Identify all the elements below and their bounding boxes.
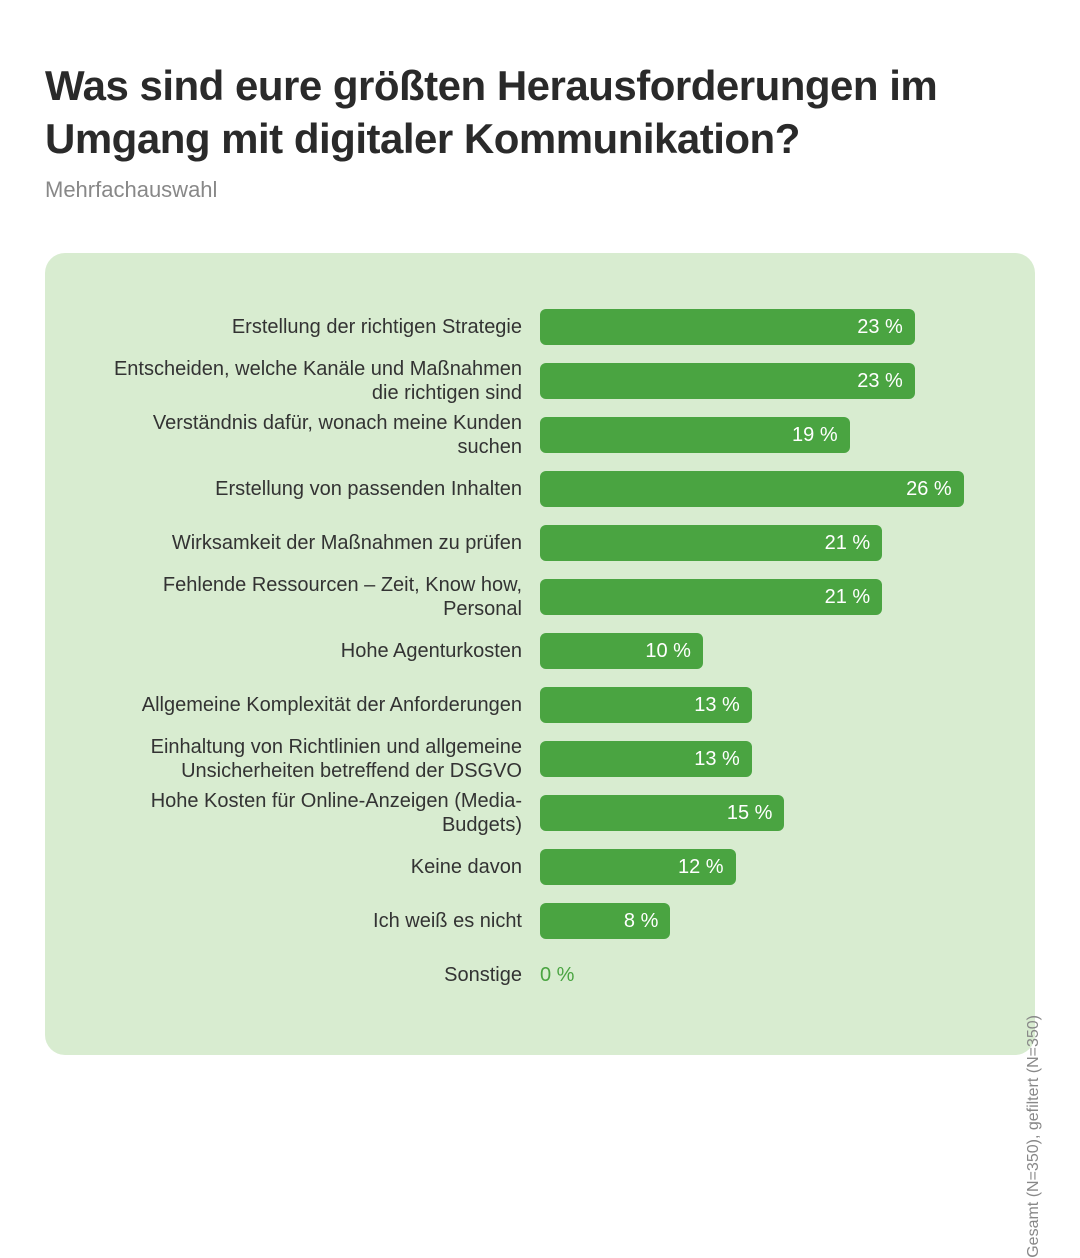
bar-value: 15 % [727, 802, 785, 825]
bar-value: 21 % [825, 586, 883, 609]
bar-area: 21 % [540, 579, 985, 615]
bar-label: Sonstige [85, 963, 540, 987]
bar-area: 19 % [540, 417, 985, 453]
bar: 13 % [540, 687, 752, 723]
bar: 26 % [540, 471, 964, 507]
bar-label: Keine davon [85, 855, 540, 879]
bar-label: Erstellung der richtigen Strategie [85, 315, 540, 339]
bar-value: 21 % [825, 532, 883, 555]
chart-subtitle: Mehrfachauswahl [45, 177, 1035, 203]
bar-row: Hohe Agenturkosten 10 % [85, 627, 985, 675]
bar-value: 8 % [624, 910, 670, 933]
bar-value: 12 % [678, 856, 736, 879]
bar-value: 26 % [906, 478, 964, 501]
chart-panel: Erstellung der richtigen Strategie 23 % En… [45, 253, 1035, 1055]
bar-value: 23 % [857, 316, 915, 339]
bar: 8 % [540, 903, 670, 939]
bar-row: Entscheiden, welche Kanäle und Maßnahmen… [85, 357, 985, 405]
bar-area: 15 % [540, 795, 985, 831]
bar-label: Hohe Kosten für Online-Anzeigen (Media-B… [85, 789, 540, 837]
bar: 10 % [540, 633, 703, 669]
bar-area: 21 % [540, 525, 985, 561]
bar-row: Allgemeine Komplexität der Anforderungen… [85, 681, 985, 729]
bar-value: 0 % [540, 964, 574, 987]
bar: 12 % [540, 849, 736, 885]
bar-area: 13 % [540, 741, 985, 777]
bar-row: Erstellung der richtigen Strategie 23 % [85, 303, 985, 351]
bar-row: Einhaltung von Richtlinien und allgemein… [85, 735, 985, 783]
bar-area: 0 % [540, 957, 985, 993]
bar: 13 % [540, 741, 752, 777]
bar-label: Erstellung von passenden Inhalten [85, 477, 540, 501]
bar-area: 13 % [540, 687, 985, 723]
bar: 15 % [540, 795, 784, 831]
bar-area: 23 % [540, 309, 985, 345]
chart-title: Was sind eure größten Herausforderungen … [45, 60, 1035, 165]
bar-row: Wirksamkeit der Maßnahmen zu prüfen 21 % [85, 519, 985, 567]
bar-row: Keine davon 12 % [85, 843, 985, 891]
bar-label: Ich weiß es nicht [85, 909, 540, 933]
bar-label: Entscheiden, welche Kanäle und Maßnahmen… [85, 357, 540, 405]
bar: 23 % [540, 363, 915, 399]
bar-value: 23 % [857, 370, 915, 393]
bar-area: 26 % [540, 471, 985, 507]
bar: 19 % [540, 417, 850, 453]
bar-row: Ich weiß es nicht 8 % [85, 897, 985, 945]
bar-row: Hohe Kosten für Online-Anzeigen (Media-B… [85, 789, 985, 837]
bar-area: 23 % [540, 363, 985, 399]
bar-row: Sonstige0 % [85, 951, 985, 999]
bar: 21 % [540, 579, 882, 615]
sample-size-note: Gesamt (N=350), gefiltert (N=350) [1025, 1015, 1043, 1258]
bar-label: Einhaltung von Richtlinien und allgemein… [85, 735, 540, 783]
bar-area: 8 % [540, 903, 985, 939]
bar-value: 13 % [694, 748, 752, 771]
bar-area: 12 % [540, 849, 985, 885]
bar-value: 19 % [792, 424, 850, 447]
bar-value: 13 % [694, 694, 752, 717]
bar-label: Hohe Agenturkosten [85, 639, 540, 663]
bar-label: Fehlende Ressourcen – Zeit, Know how, Pe… [85, 573, 540, 621]
chart-wrapper: Erstellung der richtigen Strategie 23 % En… [45, 253, 1035, 1055]
bar-row: Erstellung von passenden Inhalten 26 % [85, 465, 985, 513]
bar-area: 10 % [540, 633, 985, 669]
bar-value: 10 % [645, 640, 703, 663]
bar-label: Verständnis dafür, wonach meine Kunden s… [85, 411, 540, 459]
bar-row: Fehlende Ressourcen – Zeit, Know how, Pe… [85, 573, 985, 621]
bar-row: Verständnis dafür, wonach meine Kunden s… [85, 411, 985, 459]
bar: 23 % [540, 309, 915, 345]
bar-label: Allgemeine Komplexität der Anforderungen [85, 693, 540, 717]
bar: 21 % [540, 525, 882, 561]
bar-label: Wirksamkeit der Maßnahmen zu prüfen [85, 531, 540, 555]
